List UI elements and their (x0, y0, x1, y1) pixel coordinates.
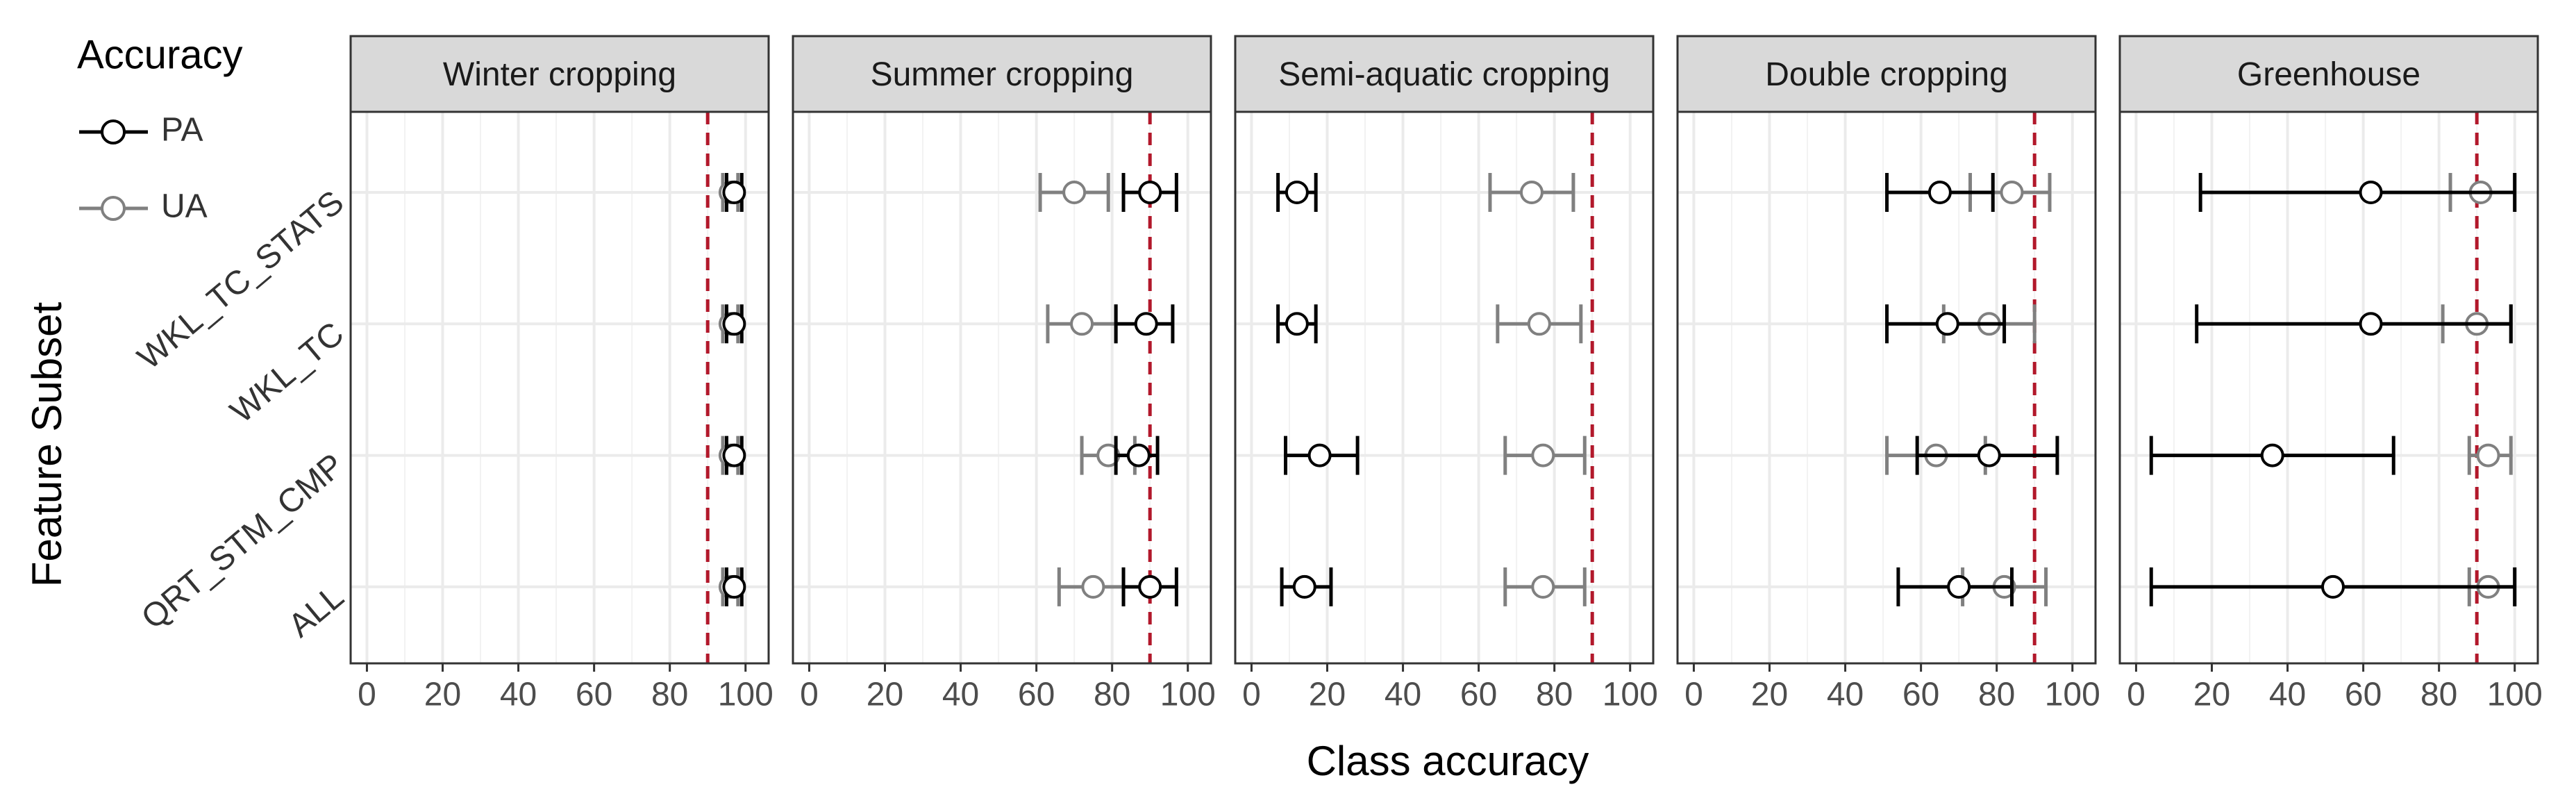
x-tick-label: 0 (358, 677, 376, 713)
point (722, 443, 746, 467)
legend-title: Accuracy (77, 32, 243, 77)
x-tick-label: 80 (651, 677, 688, 713)
point (1935, 312, 1959, 336)
x-tick-label: 0 (1684, 677, 1703, 713)
legend-marker (101, 119, 126, 144)
point (1927, 181, 1952, 204)
point (1138, 181, 1162, 204)
x-tick-label: 80 (1094, 677, 1130, 713)
point (1977, 443, 2001, 467)
x-tick-label: 100 (2487, 677, 2543, 713)
x-tick-label: 40 (2269, 677, 2306, 713)
point (1531, 443, 1555, 467)
point (1292, 574, 1316, 599)
strip (1234, 35, 1655, 113)
x-tick-label: 0 (800, 677, 819, 713)
x-tick-label: 40 (1385, 677, 1421, 713)
panel-border (349, 110, 770, 665)
point (1285, 312, 1309, 336)
point (1947, 574, 1971, 599)
x-tick-label: 100 (1603, 677, 1658, 713)
x-tick-label: 80 (2420, 677, 2457, 713)
legend-label: UA (161, 188, 208, 225)
x-tick-label: 40 (500, 677, 537, 713)
panel-border (1234, 110, 1655, 665)
point (722, 181, 746, 204)
x-tick-label: 20 (2193, 677, 2230, 713)
point (1519, 181, 1544, 204)
x-tick-label: 40 (942, 677, 979, 713)
panel-title: Semi-aquatic cropping (1278, 56, 1610, 93)
point (2320, 574, 2345, 599)
point (2000, 181, 2024, 204)
x-tick-label: 60 (1018, 677, 1055, 713)
strip (349, 35, 770, 113)
x-tick-label: 20 (1751, 677, 1788, 713)
point (722, 574, 746, 599)
panel-border (2118, 110, 2539, 665)
x-tick-label: 60 (2345, 677, 2382, 713)
panel-title: Winter cropping (443, 56, 676, 93)
legend-label: PA (161, 112, 203, 149)
x-tick-label: 20 (424, 677, 461, 713)
x-tick-label: 80 (1978, 677, 2015, 713)
legend-marker (101, 196, 126, 221)
x-tick-label: 20 (867, 677, 903, 713)
point (1285, 181, 1309, 204)
point (1307, 443, 1332, 467)
point (2476, 443, 2500, 467)
strip (1676, 35, 2097, 113)
panel-border (1676, 110, 2097, 665)
x-tick-label: 100 (1160, 677, 1216, 713)
x-tick-label: 100 (2045, 677, 2100, 713)
point (1070, 312, 1094, 336)
panel-background (793, 112, 1211, 663)
x-tick-label: 60 (576, 677, 612, 713)
point (1138, 574, 1162, 599)
panel-title: Double cropping (1765, 56, 2008, 93)
point (2260, 443, 2284, 467)
y-axis-title: Feature Subset (24, 302, 70, 588)
x-tick-label: 20 (1309, 677, 1346, 713)
x-tick-label: 60 (1460, 677, 1497, 713)
panel-title: Summer cropping (871, 56, 1134, 93)
point (2359, 312, 2383, 336)
point (722, 312, 746, 336)
point (1531, 574, 1555, 599)
x-tick-label: 40 (1827, 677, 1864, 713)
point (1527, 312, 1551, 336)
point (1062, 181, 1087, 204)
strip (2118, 35, 2539, 113)
x-tick-label: 60 (1902, 677, 1939, 713)
point (2359, 181, 2383, 204)
x-tick-label: 0 (1242, 677, 1261, 713)
panel-background (351, 112, 769, 663)
x-tick-label: 80 (1536, 677, 1573, 713)
point (1081, 574, 1105, 599)
panel-title: Greenhouse (2237, 56, 2420, 93)
point (1134, 312, 1158, 336)
x-tick-label: 100 (718, 677, 773, 713)
panel-border (792, 110, 1212, 665)
point (1126, 443, 1151, 467)
x-axis-title: Class accuracy (1307, 738, 1589, 784)
x-tick-label: 0 (2127, 677, 2146, 713)
